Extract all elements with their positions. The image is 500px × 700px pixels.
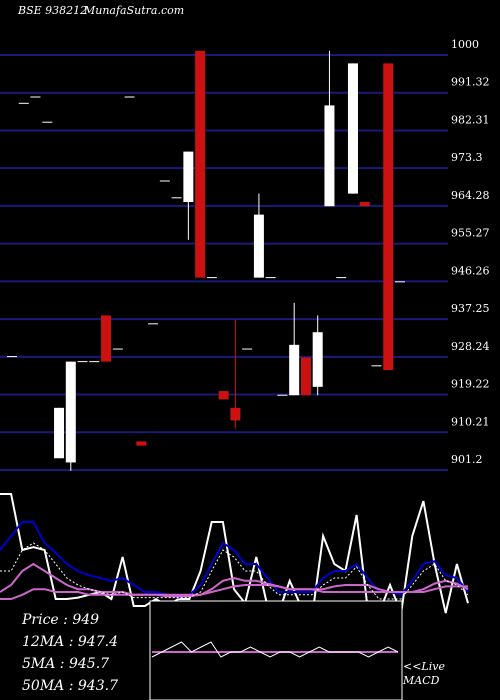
candle-body — [54, 407, 65, 459]
candle-body — [101, 315, 112, 362]
macd-panel-frame — [149, 600, 403, 700]
stat-label: 12MA — [22, 634, 65, 650]
y-tick-label: 946.26 — [451, 264, 490, 277]
candle-body — [312, 332, 323, 387]
ma-line-1 — [0, 493, 469, 620]
macd-panel — [151, 641, 399, 658]
moving-average-panel — [0, 493, 469, 620]
y-tick-label: 982.31 — [451, 113, 490, 126]
stat-label: Price — [22, 612, 59, 628]
candle-body — [218, 391, 229, 400]
y-tick-label: 919.22 — [451, 378, 490, 391]
stat-label: 5MA — [22, 656, 56, 672]
ma-line-5 — [0, 542, 469, 600]
y-tick-label: 901.2 — [451, 453, 483, 466]
candle-body — [347, 63, 358, 194]
candle-body — [383, 63, 394, 371]
stat-value: 945.7 — [68, 656, 110, 672]
stat-value: 949 — [72, 612, 100, 628]
candle-body — [230, 407, 241, 421]
y-tick-label: 928.24 — [451, 340, 490, 353]
site-name: MunafaSutra.com — [84, 4, 185, 17]
candle-body — [195, 50, 206, 278]
macd-live-label: <<Live — [403, 660, 445, 673]
y-tick-label: 973.3 — [451, 151, 483, 164]
candle-body — [136, 441, 147, 446]
y-tick-label: 991.32 — [451, 76, 490, 89]
stat-5ma: 5MA : 945.7 — [22, 656, 110, 672]
candle-body — [300, 357, 311, 396]
macd-label: MACD — [403, 674, 440, 687]
stat-label: 50MA — [22, 678, 65, 694]
y-tick-label: 937.25 — [451, 302, 490, 315]
price-axis: 1000 991.32 982.31 973.3 964.28 955.27 946.26 9… — [451, 38, 490, 466]
macd-line-2 — [151, 641, 399, 658]
candle-body — [289, 344, 300, 396]
stat-12ma: 12MA : 947.4 — [22, 634, 118, 650]
y-tick-label: 1000 — [451, 38, 479, 51]
y-tick-label: 910.21 — [451, 415, 490, 428]
y-tick-label: 955.27 — [451, 227, 490, 240]
candle-body — [65, 361, 76, 463]
candle-body — [183, 151, 194, 203]
candlesticks — [7, 50, 405, 471]
candle-body — [253, 214, 264, 278]
candle-body — [324, 105, 335, 207]
stat-value: 947.4 — [77, 634, 118, 650]
stat-value: 943.7 — [77, 678, 118, 694]
stat-50ma: 50MA : 943.7 — [22, 678, 118, 694]
ma-line-4 — [0, 584, 468, 600]
y-tick-label: 964.28 — [451, 189, 490, 202]
stat-price: Price : 949 — [22, 612, 100, 628]
candle-body — [359, 202, 370, 207]
stock-code: BSE 938212 — [18, 4, 88, 17]
